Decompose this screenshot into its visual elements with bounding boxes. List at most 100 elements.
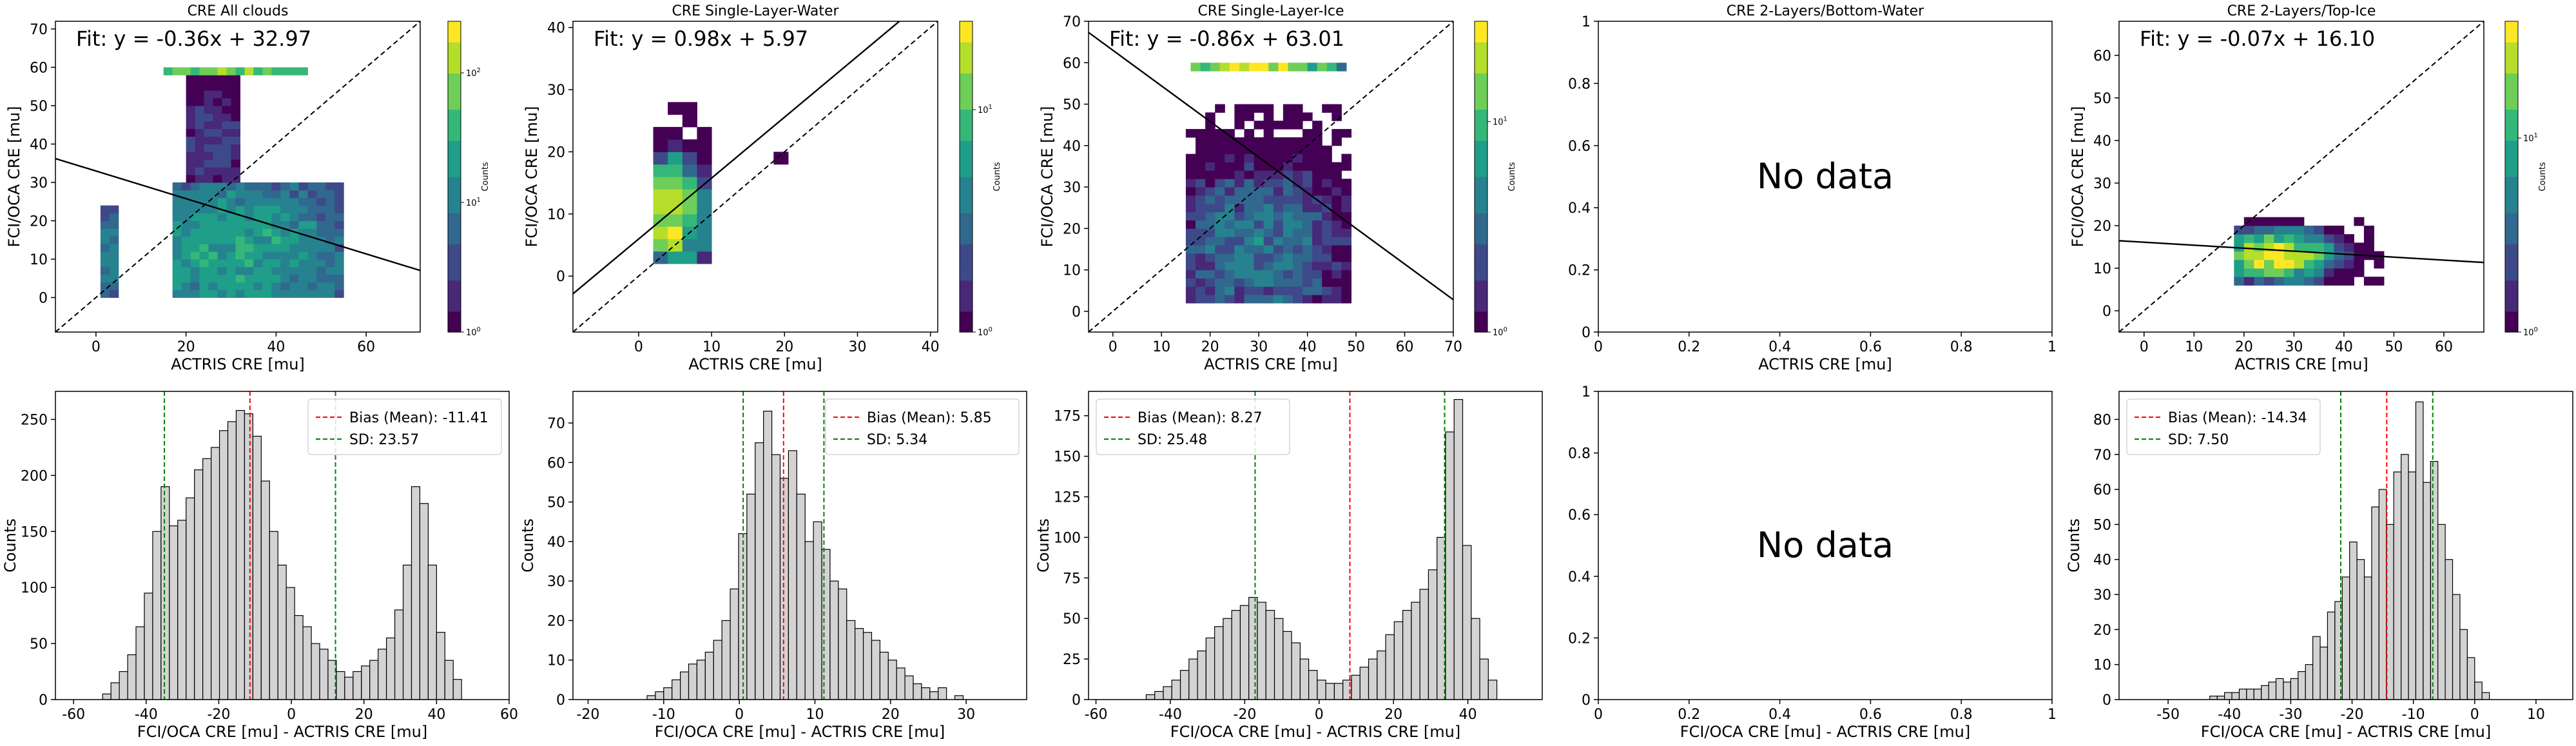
colorbar-segment (1475, 306, 1487, 312)
colorbar-segment (960, 264, 973, 271)
x-tick-label: 0 (735, 707, 744, 723)
colorbar-segment (448, 104, 461, 110)
heatmap-cell (1185, 245, 1196, 254)
heatmap-cell (1283, 261, 1293, 271)
heatmap-cell (280, 290, 290, 298)
heatmap-cell (334, 182, 344, 191)
histogram-bar (1273, 618, 1284, 700)
heatmap-cell (1215, 162, 1225, 171)
heatmap-cell (172, 228, 182, 237)
heatmap-cell (1322, 145, 1332, 155)
histogram-bar (1223, 618, 1232, 700)
heatmap-cell (190, 282, 200, 291)
heatmap-cell (325, 190, 335, 199)
heatmap-cell (1312, 278, 1322, 287)
heatmap-cell (1263, 179, 1274, 188)
heatmap-cell (1303, 220, 1313, 229)
heatmap-cell (2334, 259, 2345, 269)
colorbar-segment (1475, 270, 1487, 276)
heatmap-cell (2234, 242, 2245, 252)
heatmap-cell (1196, 261, 1206, 271)
histogram-bar (813, 521, 822, 700)
colorbar-tick-exponent: 1 (1504, 116, 1507, 123)
histogram-bar (1299, 658, 1310, 700)
histogram-bar (804, 541, 814, 700)
heatmap-cell (2243, 234, 2254, 243)
heatmap-cell (163, 67, 173, 75)
heatmap-cell (181, 190, 191, 199)
x-tick-label: 0 (634, 339, 643, 355)
histogram-bar (144, 593, 153, 700)
heatmap-cell (1303, 145, 1313, 155)
panel-title: CRE Single-Layer-Water (672, 3, 839, 19)
heatmap-cell (1273, 237, 1284, 246)
heatmap-cell (1273, 278, 1284, 287)
heatmap-cell (1244, 270, 1255, 279)
heatmap-cell (289, 205, 299, 214)
colorbar-segment (960, 93, 973, 100)
heatmap-cell (334, 274, 344, 283)
colorbar-tick-base: 10 (1493, 118, 1504, 128)
colorbar-segment (1475, 119, 1487, 126)
colorbar-segment (2505, 104, 2518, 110)
histogram-bar (2452, 594, 2461, 700)
heatmap-cell (1322, 153, 1332, 163)
heatmap-cell (213, 105, 223, 114)
histogram-bar (1248, 596, 1258, 700)
heatmap-cell (325, 197, 335, 206)
colorbar-segment (960, 83, 973, 90)
histogram-bar (655, 691, 664, 700)
heatmap-cell (100, 236, 110, 244)
y-tick-label: 70 (547, 416, 565, 432)
heatmap-cell (199, 190, 209, 199)
heatmap-cell (1185, 295, 1196, 304)
heatmap-cell (1283, 112, 1293, 121)
heatmap-cell (262, 244, 272, 252)
heatmap-cell (1244, 129, 1255, 138)
heatmap-cell (1332, 245, 1342, 254)
heatmap-cell (204, 152, 214, 160)
x-axis-label: ACTRIS CRE [mu] (171, 355, 305, 373)
heatmap-cell (190, 274, 200, 283)
heatmap-cell (316, 190, 326, 199)
heatmap-cell (668, 213, 683, 227)
colorbar-segment (448, 83, 461, 90)
y-tick-label: 30 (547, 574, 565, 590)
heatmap-cell (181, 213, 191, 221)
heatmap-cell (1185, 211, 1196, 221)
heatmap-cell (2283, 242, 2294, 252)
colorbar-segment (960, 300, 973, 307)
legend-frame (825, 398, 1020, 455)
heatmap-cell (222, 152, 232, 160)
heatmap-cell (1312, 162, 1322, 171)
heatmap-cell (226, 221, 237, 229)
heatmap-cell (186, 175, 196, 183)
colorbar-segment (448, 233, 461, 239)
colorbar-segment (1475, 83, 1487, 90)
y-tick-label: 10 (1063, 263, 1081, 279)
heatmap-cell (186, 105, 196, 114)
histogram-bar (779, 478, 789, 700)
heatmap-cell (1263, 187, 1274, 196)
legend-frame (307, 398, 502, 455)
heatmap-cell (195, 144, 205, 152)
y-tick-label: 50 (1063, 611, 1081, 627)
heatmap-cell (1283, 137, 1293, 146)
heatmap-cell (289, 274, 299, 283)
heatmap-cell (262, 251, 272, 260)
heatmap-cell (1234, 121, 1244, 130)
colorbar-segment (1475, 78, 1487, 84)
heatmap-cell (1254, 104, 1264, 113)
heatmap-cell (190, 213, 200, 221)
heatmap-cell (1283, 270, 1293, 279)
heatmap-cell (217, 221, 228, 229)
x-tick-label: 0.2 (1678, 707, 1700, 723)
histogram-bar (2283, 682, 2291, 700)
colorbar-segment (960, 109, 973, 115)
heatmap-cell (1283, 286, 1293, 295)
heatmap-cell (2314, 225, 2325, 235)
y-tick-label: 0.2 (1568, 263, 1591, 279)
heatmap-cell (1254, 211, 1264, 221)
histogram-bar (353, 671, 362, 700)
heatmap-cell (1215, 211, 1225, 221)
